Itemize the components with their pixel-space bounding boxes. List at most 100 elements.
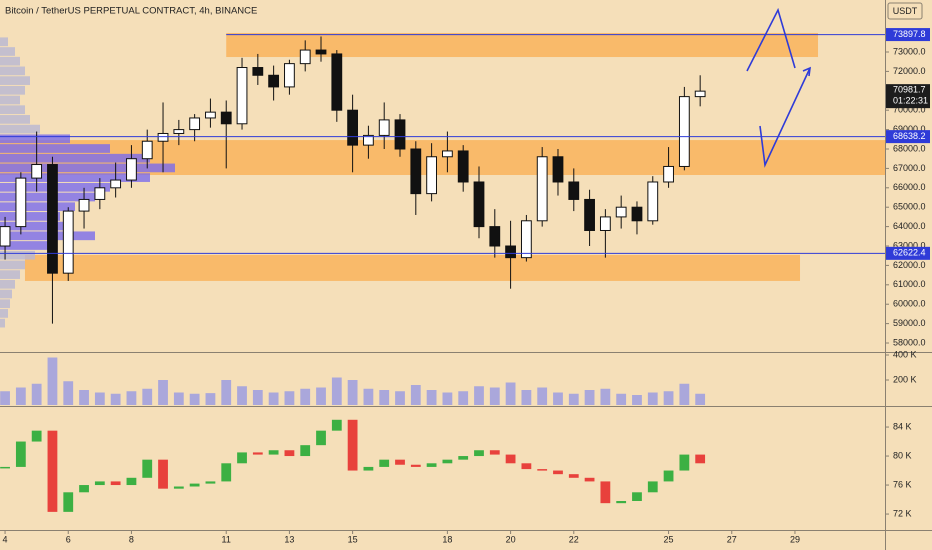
indicator-candle — [553, 470, 563, 475]
indicator-candle — [205, 481, 216, 484]
volume-bar — [300, 388, 311, 405]
indicator-candle — [426, 463, 437, 467]
y-tick-label: 84 K — [893, 421, 912, 431]
candle-body — [220, 111, 232, 125]
candle-body — [363, 134, 374, 146]
indicator-candle — [347, 419, 358, 471]
y-tick-label: 200 K — [893, 374, 917, 384]
indicator-candle — [505, 454, 516, 464]
volume-bar — [458, 391, 469, 405]
x-tick-label: 15 — [348, 534, 358, 544]
volume-profile-row — [0, 299, 10, 309]
volume-bar — [331, 377, 342, 405]
volume-bar — [679, 383, 690, 405]
candle-body — [694, 90, 706, 98]
volume-bar — [189, 393, 200, 405]
volume-profile-row — [0, 124, 40, 134]
volume-bar — [489, 387, 500, 405]
level-label-box — [886, 246, 930, 260]
countdown-label: 01:22:31 — [893, 96, 928, 106]
x-tick-label: 4 — [3, 534, 8, 544]
volume-bar — [379, 390, 390, 405]
candle-body — [110, 179, 122, 189]
candle-body — [568, 181, 580, 200]
volume-bar — [268, 392, 279, 405]
projection-arrow — [759, 67, 811, 168]
candle-body — [347, 109, 359, 146]
candle-body — [15, 177, 27, 228]
volume-bar — [347, 380, 358, 405]
y-tick-label: 64000.0 — [893, 221, 926, 231]
volume-bar — [521, 390, 532, 405]
y-tick-label: 76 K — [893, 479, 912, 489]
y-tick-label: 72 K — [893, 508, 912, 518]
y-tick-label: 68000.0 — [893, 143, 926, 153]
indicator-candle — [521, 463, 532, 470]
volume-bar — [0, 391, 10, 405]
candle-body — [157, 132, 169, 142]
indicator-candle — [647, 481, 658, 493]
volume-profile-row — [0, 66, 25, 76]
y-tick-label: 65000.0 — [893, 202, 926, 212]
volume-bar — [79, 390, 89, 405]
indicator-candle — [331, 419, 342, 431]
y-tick-label: 72000.0 — [893, 66, 926, 76]
x-tick-label: 13 — [284, 534, 294, 544]
candle-body — [173, 129, 185, 134]
volume-bar — [173, 392, 184, 405]
indicator-candle — [15, 441, 26, 467]
volume-bar — [221, 380, 232, 405]
volume-profile-row — [0, 318, 5, 328]
volume-profile-row — [0, 221, 70, 231]
y-tick-label: 58000.0 — [893, 337, 926, 347]
volume-bar — [553, 392, 563, 405]
candle-body — [268, 74, 280, 88]
currency-box[interactable] — [887, 2, 923, 20]
candle-body — [378, 119, 390, 136]
candle-body — [663, 165, 674, 183]
candle-body — [78, 198, 90, 212]
volume-bar — [647, 392, 658, 405]
y-tick-label: 69000.0 — [893, 124, 926, 134]
volume-bar — [426, 390, 437, 405]
volume-bar — [600, 388, 611, 405]
volume-bar — [205, 393, 216, 405]
x-tick-label: 27 — [727, 534, 737, 544]
candle-body — [62, 210, 74, 274]
volume-bar — [110, 393, 121, 405]
indicator-candle — [31, 430, 42, 442]
candle-body — [505, 245, 516, 259]
y-tick-label: 62000.0 — [893, 260, 926, 270]
indicator-candle — [395, 459, 405, 465]
volume-bar — [395, 391, 405, 405]
indicator-candle — [63, 492, 74, 512]
volume-bar — [47, 357, 58, 405]
y-tick-label: 60000.0 — [893, 299, 926, 309]
volume-bar — [237, 386, 247, 405]
x-tick-label: 20 — [506, 534, 516, 544]
volume-profile-row — [0, 309, 8, 318]
indicator-candle — [489, 450, 500, 455]
indicator-candle — [584, 477, 595, 482]
volume-profile-row — [0, 279, 15, 289]
volume-profile-row — [0, 250, 35, 260]
indicator-candle — [126, 477, 137, 486]
volume-bar — [15, 387, 26, 405]
volume-bar — [632, 395, 642, 405]
candle-body — [647, 181, 659, 222]
indicator-candle — [142, 459, 153, 478]
candle-body — [394, 119, 406, 150]
level-label: 73897.8 — [893, 29, 926, 39]
candle-body — [236, 67, 248, 125]
volume-profile-row — [0, 47, 15, 56]
volume-bar — [284, 391, 295, 405]
volume-bar — [584, 390, 595, 405]
y-tick-label: 400 K — [893, 349, 917, 359]
indicator-candle — [600, 481, 611, 504]
zone — [24, 254, 801, 281]
x-tick-label: 22 — [569, 534, 579, 544]
drawings — [746, 7, 811, 168]
y-tick-label: 66000.0 — [893, 182, 926, 192]
indicator-candle — [379, 459, 390, 467]
